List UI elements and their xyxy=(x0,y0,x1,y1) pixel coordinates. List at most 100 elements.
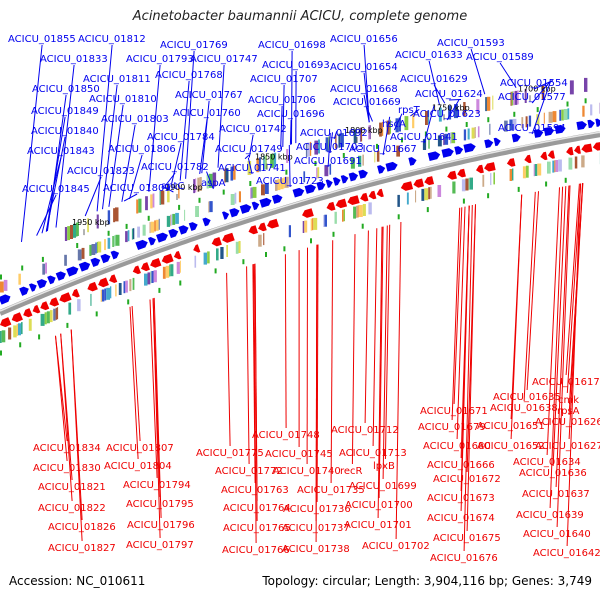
color-strip xyxy=(64,254,67,266)
color-strip xyxy=(334,211,337,224)
marker-dash xyxy=(342,153,345,158)
label-leader xyxy=(21,44,43,242)
color-strip xyxy=(350,157,355,169)
label-leader xyxy=(351,234,356,465)
gene-label-minus: ACICU_01679 xyxy=(418,422,486,433)
color-strip xyxy=(250,187,252,199)
color-strip xyxy=(95,242,97,254)
gene-label-minus: ACICU_01638 xyxy=(490,403,558,414)
label-leader xyxy=(451,207,461,421)
gene-label-minus: ACICU_01775 xyxy=(196,448,264,459)
color-strip xyxy=(275,179,278,191)
gene-label-plus: ACICU_01803 xyxy=(101,114,169,125)
gene-arrow xyxy=(540,151,548,161)
color-strip xyxy=(482,174,485,187)
color-strip xyxy=(510,91,512,106)
genome-backbone xyxy=(0,131,600,316)
gene-label-minus: ACICU_01671 xyxy=(420,406,488,417)
backbone-highlight xyxy=(0,131,600,312)
gene-label-plus: ACICU_01692 xyxy=(300,128,368,139)
gene-label-plus: ACICU_01629 xyxy=(400,74,468,85)
label-leader xyxy=(129,154,143,200)
label-leader xyxy=(463,204,473,552)
label-leader xyxy=(108,104,124,207)
gene-arrow xyxy=(222,211,230,220)
label-leader xyxy=(466,204,476,532)
gene-arrow xyxy=(533,129,544,138)
color-strip xyxy=(358,205,363,217)
label-leader xyxy=(378,226,384,499)
color-strip xyxy=(528,115,532,127)
label-leader xyxy=(410,109,420,117)
color-strip xyxy=(113,235,116,247)
color-strip xyxy=(209,201,213,213)
color-strip xyxy=(485,97,487,112)
gene-arrow xyxy=(326,201,336,211)
gene-label-plus: ACICU_01741 xyxy=(218,163,286,174)
gene-label-plus: ACICU_01809 xyxy=(103,183,171,194)
color-strip xyxy=(203,252,207,265)
color-strip xyxy=(568,157,573,170)
gene-arrow xyxy=(427,151,441,161)
label-leader xyxy=(199,118,208,174)
color-strip xyxy=(264,183,269,194)
gene-arrow xyxy=(292,187,305,198)
gene-label-minus: ACICU_01652 xyxy=(477,441,545,452)
color-strip xyxy=(461,179,466,192)
color-strip xyxy=(548,111,553,123)
color-strip xyxy=(125,231,128,243)
color-strip xyxy=(356,205,358,218)
color-strip xyxy=(412,114,415,129)
gene-arrow xyxy=(32,304,41,314)
color-strip xyxy=(13,325,17,338)
color-strip xyxy=(474,127,476,138)
gene-arrow xyxy=(348,172,359,182)
marker-dash xyxy=(424,131,427,137)
gene-label-minus: ACICU_01636 xyxy=(519,468,587,479)
color-strip xyxy=(115,234,120,246)
gene-arrow xyxy=(340,175,349,184)
label-leader xyxy=(428,60,440,105)
color-strip xyxy=(376,150,380,162)
gene-arrow xyxy=(524,154,532,164)
color-strip xyxy=(153,270,157,283)
genome-summary-text: Topology: circular; Length: 3,904,116 bp… xyxy=(262,574,592,588)
color-strip xyxy=(195,206,199,217)
color-strip xyxy=(226,245,228,257)
gene-label-plus: ACICU_01656 xyxy=(330,34,398,45)
color-strip xyxy=(264,155,266,170)
color-strip xyxy=(415,190,417,203)
marker-dash xyxy=(222,189,225,195)
marker-dash xyxy=(545,181,548,187)
gene-label-plus: ACICU_01843 xyxy=(27,146,95,157)
gene-arrow xyxy=(581,143,593,153)
label-leader xyxy=(280,105,283,148)
label-leader xyxy=(55,335,68,462)
gene-arrow xyxy=(358,169,368,179)
marker-dash xyxy=(178,204,181,210)
color-strip xyxy=(199,177,202,191)
gene-arrow xyxy=(413,178,424,188)
color-strip xyxy=(360,127,363,142)
color-strip xyxy=(115,284,117,297)
color-strip xyxy=(563,109,568,120)
label-leader xyxy=(185,50,195,179)
color-strip xyxy=(160,190,165,205)
color-strip xyxy=(89,244,92,256)
color-strip xyxy=(471,127,475,139)
color-strip xyxy=(96,241,98,253)
label-leader xyxy=(55,64,75,228)
gene-label-plus: ACICU_01698 xyxy=(258,40,326,51)
gene-label-minus: ACICU_01699 xyxy=(349,481,417,492)
color-strip xyxy=(517,90,519,105)
gene-arrow xyxy=(0,317,12,328)
color-strip xyxy=(49,310,53,323)
gene-arrow xyxy=(150,258,162,268)
color-strip xyxy=(543,112,545,124)
gene-arrow xyxy=(178,225,189,235)
gene-label-minus: ACICU_01797 xyxy=(126,540,194,551)
gene-arrow xyxy=(109,274,118,284)
gene-arrow xyxy=(511,133,521,143)
gene-label-minus: ACICU_01795 xyxy=(126,499,194,510)
color-strip xyxy=(317,167,320,179)
